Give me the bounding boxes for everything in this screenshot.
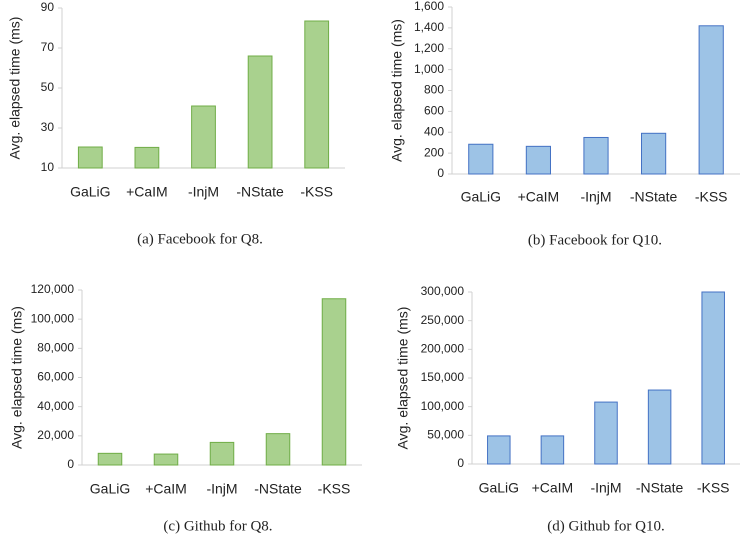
y-tick-label: 250,000 [421,313,465,327]
x-tick-label: -InjM [580,189,611,205]
y-axis-label: Avg. elapsed time (ms) [389,19,405,162]
y-tick-label: 120,000 [31,282,75,296]
x-tick-label: GaLiG [479,480,519,496]
y-tick-label: 20,000 [37,428,74,442]
y-tick-label: 90 [41,0,55,14]
bar [77,146,103,169]
y-tick-label: 150,000 [421,370,465,384]
bar [247,55,273,169]
x-tick-label: -NState [636,480,684,496]
x-tick-label: GaLiG [90,481,130,497]
caption: (c) Github for Q8. [163,518,272,534]
x-tick-label: -NState [254,481,302,497]
x-tick-label: +CaIM [145,481,187,497]
x-tick-label: -InjM [206,481,237,497]
bar [134,146,160,169]
bar [540,435,565,465]
y-tick-label: 1,000 [414,62,444,76]
y-tick-label: 200 [424,145,444,159]
x-tick-label: -InjM [188,184,219,200]
x-tick-label: GaLiG [70,184,110,200]
bar [153,453,179,466]
x-tick-label: GaLiG [461,189,501,205]
bar [487,435,511,465]
x-tick-label: -KSS [318,481,351,497]
bar [468,143,494,175]
bar [525,145,551,175]
bar [265,433,291,466]
bar [647,389,672,465]
bar [191,105,216,169]
y-tick-label: 80,000 [37,341,74,355]
y-tick-label: 1,400 [414,20,444,34]
y-tick-label: 1,200 [414,41,444,55]
bar [209,441,235,466]
x-tick-label: +CaIM [126,184,168,200]
bar [97,452,123,466]
bar [701,291,725,465]
y-axis-label: Avg. elapsed time (ms) [9,306,25,449]
caption: (b) Facebook for Q10. [528,232,662,248]
x-tick-label: -NState [236,184,284,200]
y-tick-label: 100,000 [31,311,75,325]
x-tick-label: -NState [630,189,678,205]
y-tick-label: 800 [424,83,444,97]
y-tick-label: 30 [41,120,55,134]
y-tick-label: 70 [41,40,55,54]
y-tick-label: 50,000 [427,428,464,442]
bar [304,20,330,169]
x-tick-label: -InjM [590,480,621,496]
y-tick-label: 100,000 [421,399,465,413]
y-axis-label: Avg. elapsed time (ms) [7,17,23,160]
caption: (a) Facebook for Q8. [137,231,263,247]
bar [583,136,609,175]
y-tick-label: 0 [437,166,444,180]
y-tick-label: 200,000 [421,342,465,356]
y-tick-label: 10 [41,160,55,174]
y-tick-label: 400 [424,124,444,138]
x-tick-label: -KSS [695,189,728,205]
bar [641,132,667,175]
bar [321,298,347,466]
y-tick-label: 50 [41,80,55,94]
bar [594,401,618,465]
y-tick-label: 300,000 [421,284,465,298]
bar [698,25,724,175]
y-tick-label: 40,000 [37,399,74,413]
y-tick-label: 60,000 [37,370,74,384]
x-tick-label: +CaIM [518,189,560,205]
y-tick-label: 0 [457,456,464,470]
y-tick-label: 0 [67,457,74,471]
x-tick-label: -KSS [300,184,333,200]
x-tick-label: -KSS [697,480,730,496]
y-tick-label: 600 [424,104,444,118]
x-tick-label: +CaIM [532,480,574,496]
y-tick-label: 1,600 [414,0,444,13]
caption: (d) Github for Q10. [547,518,664,534]
y-axis-label: Avg. elapsed time (ms) [395,307,411,450]
